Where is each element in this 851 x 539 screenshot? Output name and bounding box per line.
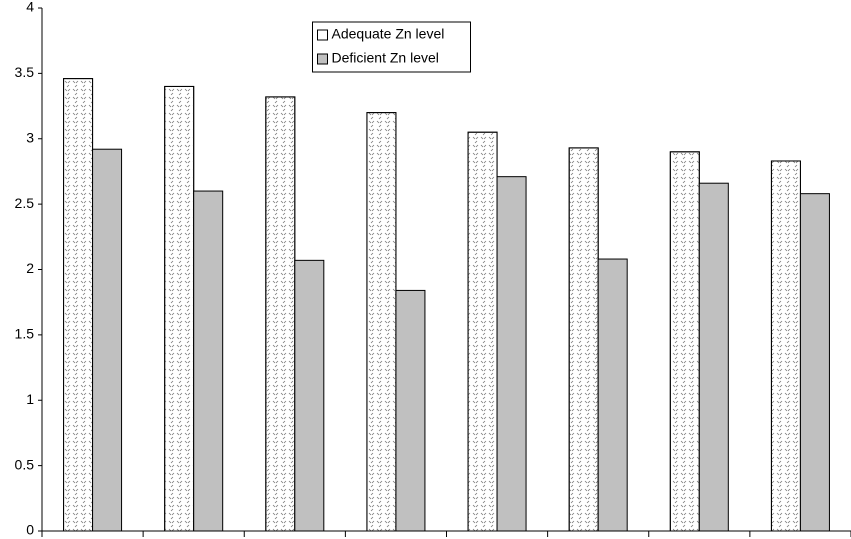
- y-tick-label: 2.5: [15, 195, 35, 211]
- bar-texture: [770, 160, 801, 532]
- bar: [395, 289, 426, 532]
- bar: [799, 193, 830, 532]
- bar: [496, 176, 527, 532]
- bar-texture: [265, 96, 296, 532]
- y-tick-label: 1: [26, 391, 34, 407]
- bar-texture: [366, 112, 397, 532]
- y-tick-label: 0.5: [15, 456, 35, 472]
- y-tick-label: 3: [26, 129, 34, 145]
- bar-texture: [669, 151, 700, 532]
- bar-texture: [568, 147, 599, 532]
- legend-label: Adequate Zn level: [332, 26, 445, 42]
- bar: [698, 182, 729, 532]
- y-tick-label: 4: [26, 0, 34, 15]
- y-tick-label: 1.5: [15, 326, 35, 342]
- bar-texture: [164, 85, 195, 532]
- legend-swatch: [317, 29, 328, 41]
- y-tick-label: 0: [26, 522, 34, 538]
- bar-texture: [63, 78, 94, 532]
- bar: [92, 148, 123, 532]
- legend-box: [312, 21, 471, 73]
- y-tick-label: 2: [26, 260, 34, 276]
- y-tick-label: 3.5: [15, 64, 35, 80]
- bar: [193, 190, 224, 532]
- legend-label: Deficient Zn level: [332, 50, 439, 66]
- bar: [597, 258, 628, 532]
- bar: [294, 259, 325, 532]
- bar-texture: [467, 131, 498, 532]
- legend-swatch: [317, 53, 328, 65]
